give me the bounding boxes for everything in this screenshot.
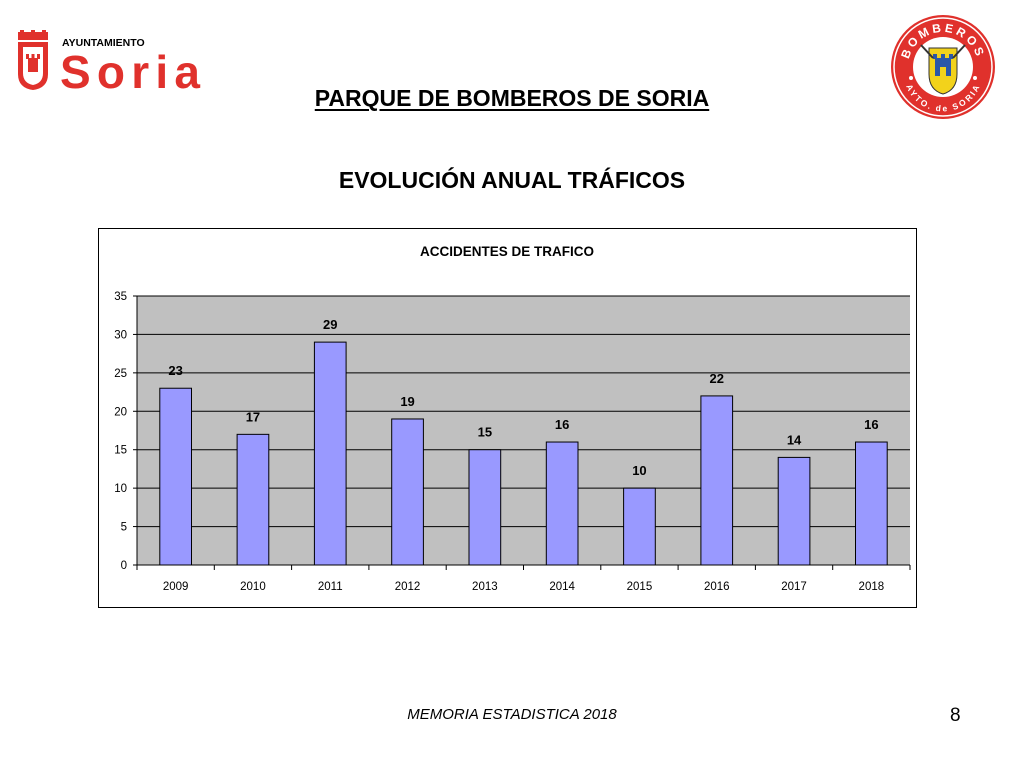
data-label: 16 <box>555 417 569 432</box>
y-tick-label: 5 <box>121 522 127 534</box>
bar <box>777 456 811 566</box>
svg-text:AYUNTAMIENTO: AYUNTAMIENTO <box>62 37 145 49</box>
data-label: 22 <box>710 371 724 386</box>
data-label: 10 <box>632 463 646 478</box>
x-tick-label: 2010 <box>240 581 266 593</box>
y-tick-label: 10 <box>114 483 127 495</box>
x-tick-label: 2018 <box>859 581 885 593</box>
chart-frame: ACCIDENTES DE TRAFICO 0 5 10 15 20 25 30 35 23 20… <box>98 228 917 608</box>
ayuntamiento-soria-logo: AYUNTAMIENTO Soria <box>14 30 204 98</box>
bar <box>313 341 347 566</box>
bar <box>391 418 424 566</box>
chart-title: ACCIDENTES DE TRAFICO <box>420 244 594 259</box>
y-tick-label: 20 <box>114 406 127 418</box>
bomberos-seal-graphic: BOMBEROS AYTO. de SORIA <box>891 15 995 119</box>
footer-text: MEMORIA ESTADISTICA 2018 <box>407 706 617 723</box>
x-tick-label: 2015 <box>627 581 653 593</box>
y-tick-label: 30 <box>114 329 127 341</box>
y-tick-label: 35 <box>114 291 127 303</box>
star-icon <box>909 76 913 80</box>
page-subtitle: EVOLUCIÓN ANUAL TRÁFICOS <box>338 167 686 193</box>
data-label: 23 <box>168 363 182 378</box>
page-title: PARQUE DE BOMBEROS DE SORIA <box>0 85 1024 112</box>
data-label: 14 <box>787 432 802 447</box>
data-label: 29 <box>323 317 337 332</box>
x-tick-label: 2011 <box>318 581 343 593</box>
data-label: 17 <box>246 409 260 424</box>
star-icon <box>973 76 977 80</box>
page-title-text: PARQUE DE BOMBEROS DE SORIA <box>314 85 710 111</box>
bar <box>700 395 734 566</box>
x-tick-label: 2016 <box>704 581 730 593</box>
page-number: 8 <box>950 705 961 726</box>
x-tick-label: 2014 <box>549 581 575 593</box>
bar <box>855 441 888 566</box>
castle-crest-icon <box>18 30 48 90</box>
crossed-axes-icon <box>920 44 966 59</box>
bar <box>623 487 656 566</box>
ayuntamiento-soria-logo-graphic: AYUNTAMIENTO Soria <box>18 30 200 98</box>
bar <box>468 449 502 566</box>
y-tick-label: 0 <box>121 560 127 572</box>
y-tick-label: 25 <box>114 368 127 380</box>
castle-shield-icon <box>928 47 958 95</box>
bar-chart: ACCIDENTES DE TRAFICO 0 5 10 15 20 25 30 35 23 20… <box>114 244 911 593</box>
bomberos-seal-logo: BOMBEROS AYTO. de SORIA <box>888 12 998 122</box>
bar <box>159 387 192 566</box>
x-tick-label: 2017 <box>781 581 807 593</box>
x-tick-label: 2009 <box>163 581 189 593</box>
x-tick-label: 2013 <box>472 581 498 593</box>
y-tick-label: 15 <box>114 445 127 457</box>
bar <box>545 441 579 566</box>
x-tick-label: 2012 <box>395 581 421 593</box>
bar <box>236 433 270 566</box>
data-label: 19 <box>400 394 414 409</box>
data-label: 16 <box>864 417 878 432</box>
data-label: 15 <box>478 425 492 440</box>
